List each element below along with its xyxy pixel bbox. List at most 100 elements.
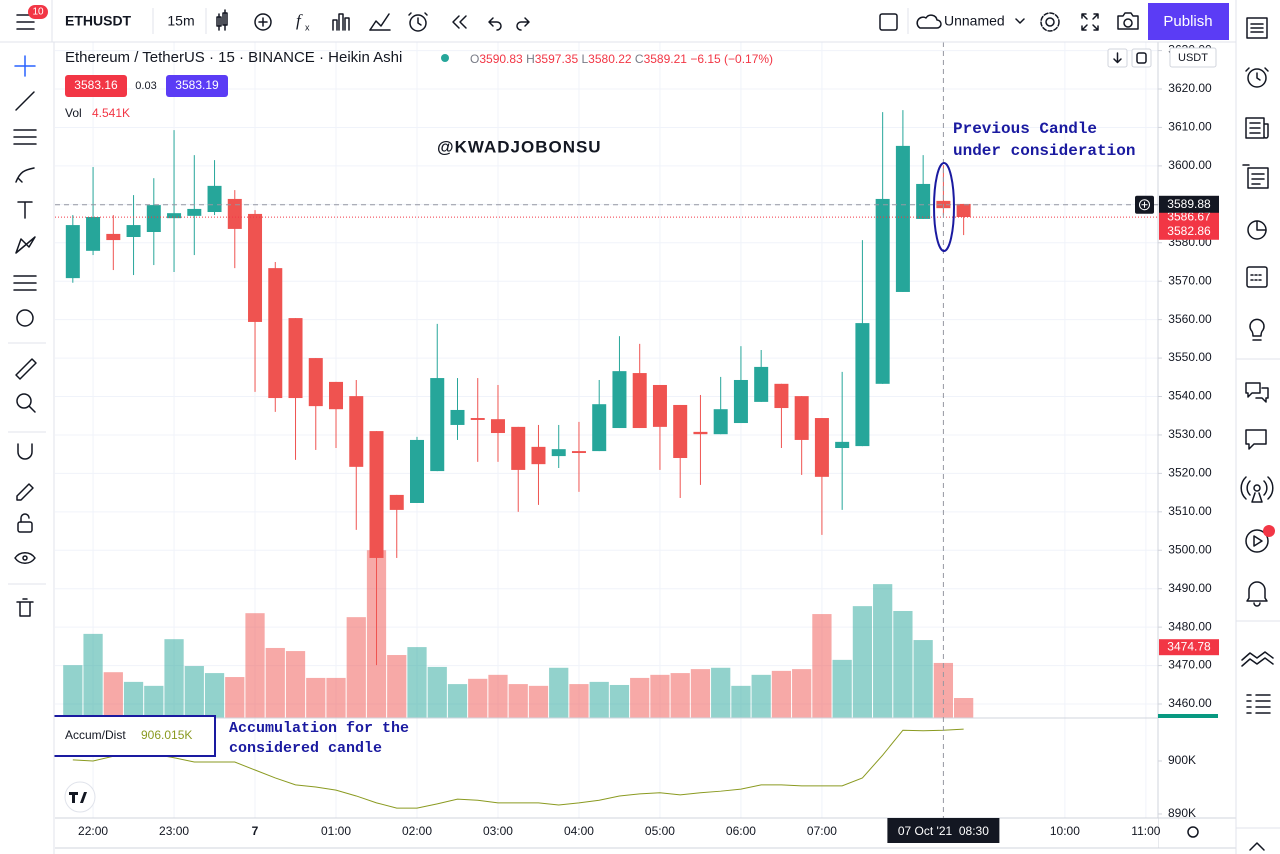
candle-body [268, 268, 283, 399]
crosshair-tool[interactable] [14, 55, 36, 77]
ohlc-value: 3580.22 [588, 52, 632, 66]
price-label: 3586.67 [1167, 209, 1211, 223]
news-icon[interactable] [1245, 117, 1269, 139]
dom-icon[interactable] [1241, 651, 1274, 667]
bar-replay-icon[interactable] [452, 15, 467, 29]
notifications-icon[interactable] [1246, 581, 1268, 607]
candle-body [571, 451, 586, 454]
indicators-icon[interactable]: f [296, 11, 303, 30]
alerts-hands [1245, 67, 1269, 81]
volume-bar [711, 667, 731, 718]
compare-icon[interactable] [254, 13, 272, 31]
visibility-tool[interactable] [14, 552, 36, 564]
volume-bar [832, 659, 852, 718]
y-tick-label: 3560.00 [1168, 312, 1212, 326]
ruler-tool[interactable] [15, 358, 37, 380]
undo-icon[interactable] [488, 17, 502, 31]
annotation: Accumulation for the [229, 720, 409, 737]
ideas-icon[interactable] [1249, 318, 1265, 341]
volume-bar [447, 684, 468, 718]
volume-bar [306, 677, 326, 718]
live-icon[interactable] [1245, 529, 1269, 553]
currency-box[interactable] [1169, 47, 1217, 68]
logo-bg[interactable] [64, 781, 96, 813]
symbol-title: Ethereum / TetherUS · 15 · BINANCE · Hei… [65, 49, 402, 66]
indicator-value: 906.015K [141, 728, 192, 742]
volume-value: 4.541K [92, 106, 130, 120]
fullscreen-icon[interactable] [1081, 13, 1099, 31]
crosshair-price-bg [1159, 195, 1219, 213]
pattern-tool[interactable] [15, 236, 36, 254]
candle-body [409, 439, 424, 503]
ask-box[interactable] [166, 75, 228, 97]
volume-bar [771, 670, 792, 718]
y-tick-label: 3500.00 [1168, 542, 1212, 556]
volume-bar [285, 651, 306, 718]
watchlist-icon[interactable] [1246, 17, 1268, 39]
chart-type-icon[interactable] [216, 9, 228, 31]
trash-tool[interactable] [16, 598, 34, 617]
alerts-icon[interactable] [1247, 68, 1267, 88]
fib-tool[interactable] [13, 129, 37, 145]
maximize-button[interactable] [1131, 48, 1152, 68]
camera-icon[interactable] [1117, 12, 1139, 30]
chats-icon[interactable] [1245, 382, 1269, 403]
interval[interactable]: 15m [167, 13, 194, 29]
x-tick-label: 7 [252, 824, 259, 838]
layout-name[interactable]: Unnamed [944, 13, 1005, 29]
ohlc-key: C [635, 52, 644, 66]
calendar-icon[interactable] [1246, 266, 1268, 288]
candle-body [146, 205, 161, 232]
brush-tool[interactable] [15, 167, 35, 183]
lock-tool[interactable] [17, 521, 33, 533]
zoom-tool[interactable] [16, 393, 32, 409]
redo-icon[interactable] [516, 17, 530, 31]
crosshair-plus [1139, 199, 1150, 211]
chat-icon[interactable] [1245, 429, 1267, 450]
volume-bar [103, 672, 123, 718]
templates-icon[interactable] [332, 13, 350, 31]
stream-icon[interactable] [1253, 484, 1261, 492]
ad-line [72, 728, 964, 809]
candle-body [106, 233, 121, 241]
magnet-tool[interactable] [17, 443, 33, 460]
volume-bar [569, 684, 589, 718]
candle-body [632, 373, 647, 429]
alert-icon[interactable] [409, 14, 427, 32]
emoji-tool[interactable] [16, 309, 34, 327]
line-tool[interactable] [15, 91, 35, 111]
volume-bar [751, 674, 771, 718]
lock-draw-tool[interactable] [16, 483, 34, 501]
hotlist-icon[interactable] [1242, 164, 1269, 189]
price-label: 3474.78 [1167, 639, 1211, 653]
symbol[interactable]: ETHUSDT [65, 13, 132, 29]
candle-body [490, 419, 505, 434]
data-window-icon[interactable] [1246, 694, 1271, 714]
volume-bar [184, 666, 204, 718]
publish-label: Publish [1163, 13, 1212, 30]
ohlc: O3590.83 H3597.35 L3580.22 C3589.21 −6.1… [470, 52, 773, 66]
ohlc-key: H [526, 52, 535, 66]
ohlc-change: −6.15 (−0.17%) [690, 52, 773, 66]
candle-body [794, 396, 809, 440]
bid-box[interactable] [65, 75, 127, 97]
watermark: @KWADJOBONSU [437, 137, 602, 156]
settings-gear[interactable] [1040, 12, 1060, 32]
volume-pane [63, 550, 974, 718]
chevron[interactable] [1015, 18, 1025, 24]
volume-bar [63, 665, 83, 718]
collapse-icon[interactable] [1249, 842, 1265, 851]
publish-button[interactable] [1148, 3, 1229, 40]
text-tool[interactable] [17, 201, 33, 219]
replay-icon[interactable] [369, 13, 390, 31]
volume-bar [650, 674, 670, 718]
annotation: considered candle [229, 740, 382, 757]
volume-bar [852, 606, 873, 718]
candle-body [693, 431, 708, 435]
candle-body [227, 198, 242, 229]
y-tick-label: 3620.00 [1168, 81, 1212, 95]
layout-icon[interactable] [879, 13, 898, 31]
prediction-tool[interactable] [13, 275, 37, 291]
clock-hand [1256, 220, 1267, 231]
settings-icon[interactable] [1187, 826, 1199, 838]
